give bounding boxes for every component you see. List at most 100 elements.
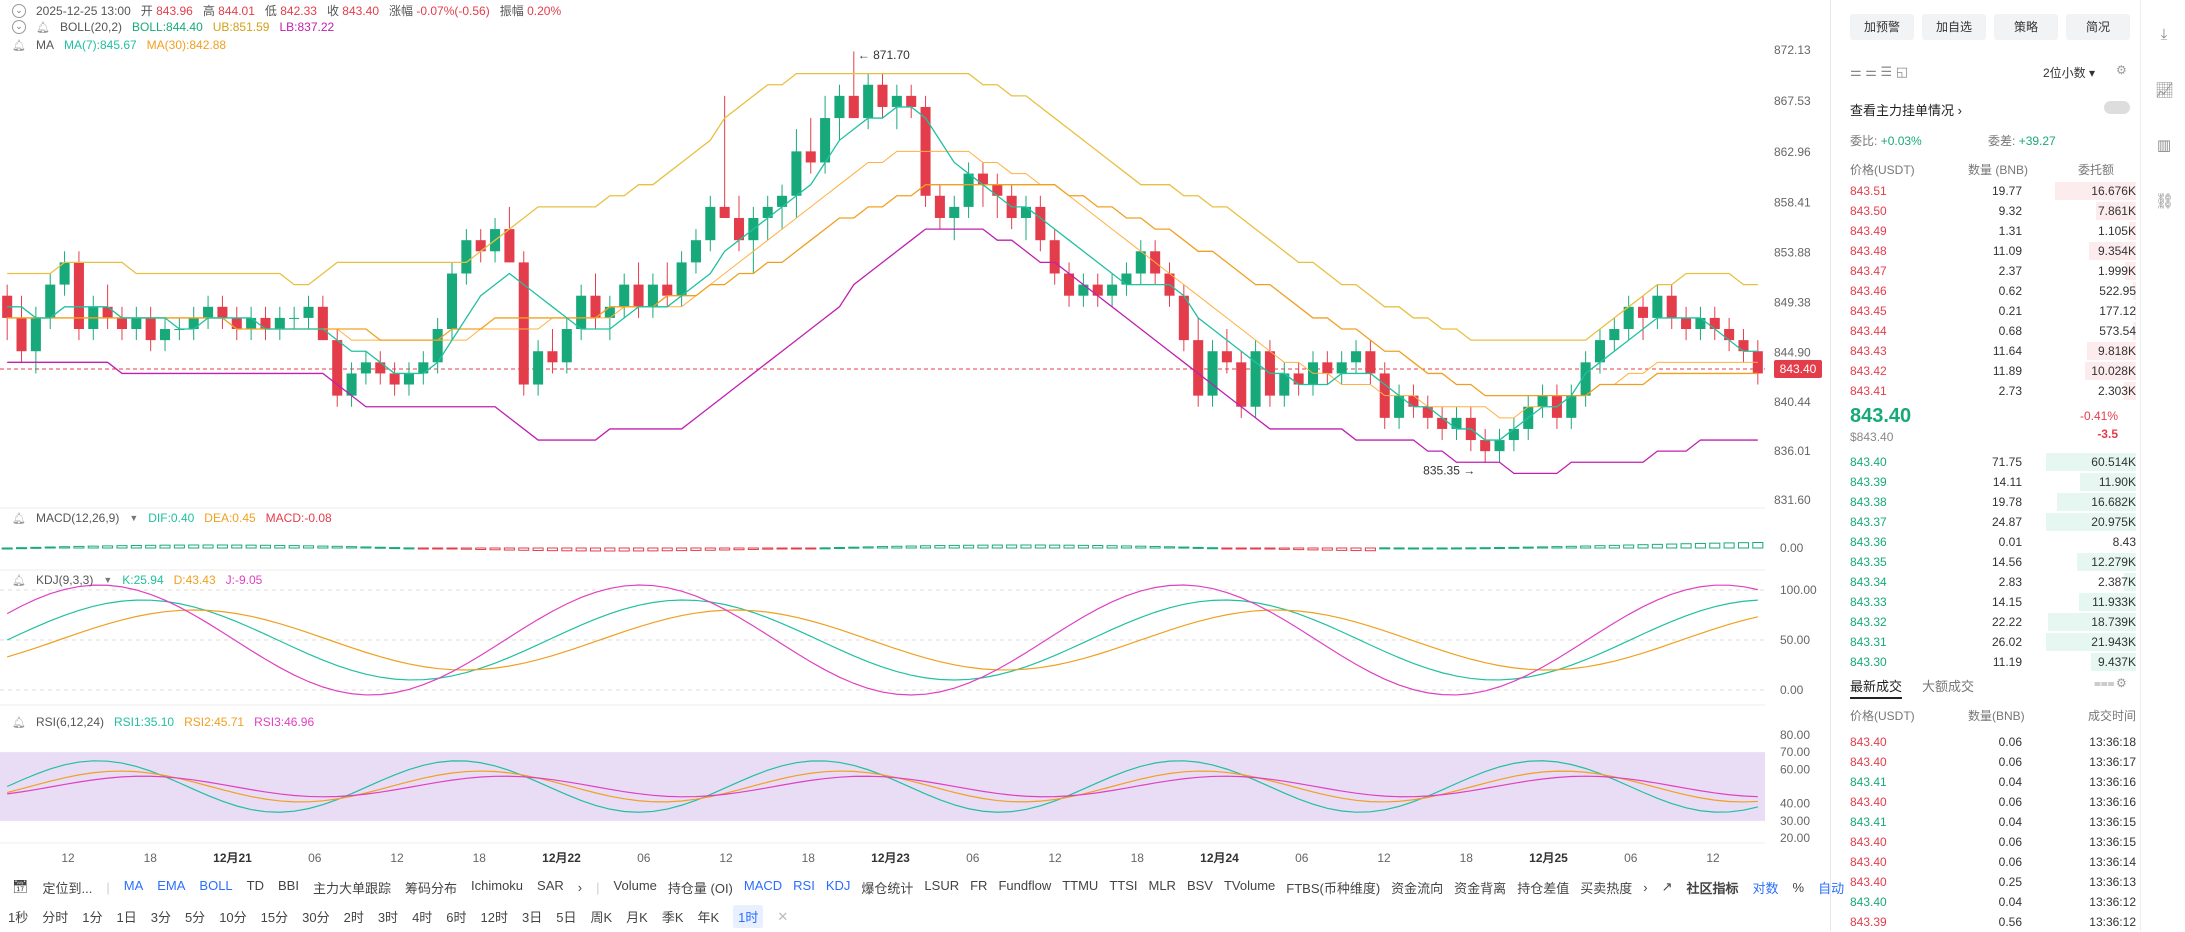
timeframe-13[interactable]: 12时 [480, 910, 508, 925]
view-mode-icons[interactable]: ⚌ ⚌ ☰ ◱ [1850, 64, 1909, 79]
indicator-4[interactable]: BBI [278, 877, 299, 893]
sub-indicator-0[interactable]: Volume [613, 877, 657, 893]
log-toggle[interactable]: 对数 [1752, 880, 1779, 896]
timeframe-10[interactable]: 3时 [377, 910, 399, 925]
timeframe-6[interactable]: 10分 [219, 910, 247, 925]
timeframe-19[interactable]: 年K [697, 910, 720, 925]
bid-row[interactable]: 843.33 14.15 11.933K [1850, 593, 2136, 611]
bell-icon[interactable]: 🔔︎ [12, 512, 26, 525]
sub-indicator-12[interactable]: BSV [1186, 877, 1213, 893]
dropdown-icon[interactable]: ▼ [129, 513, 139, 523]
indicator-3[interactable]: TD [246, 877, 265, 893]
collapse-icon[interactable]: ⌄ [12, 20, 26, 34]
indicator-5[interactable]: 主力大单跟踪 [312, 880, 391, 896]
sub-indicator-5[interactable]: 爆仓统计 [861, 880, 914, 896]
ask-row[interactable]: 843.41 2.73 2.303K [1850, 382, 2136, 400]
bid-row[interactable]: 843.34 2.83 2.387K [1850, 573, 2136, 591]
indicator-1[interactable]: EMA [157, 877, 186, 893]
chart-area[interactable]: 872.13 867.53 862.96 858.41 853.88 849.38 844.… [0, 0, 1825, 870]
chart-icon[interactable]: 📈︎ [2155, 82, 2175, 99]
ask-row[interactable]: 843.46 0.62 522.95 [1850, 282, 2136, 300]
chevron-right-icon[interactable]: › [1643, 879, 1648, 895]
ask-row[interactable]: 843.48 11.09 9.354K [1850, 242, 2136, 260]
ask-row[interactable]: 843.42 11.89 10.028K [1850, 362, 2136, 380]
sub-indicator-2[interactable]: MACD [743, 877, 783, 893]
download-icon[interactable]: ⤓ [2160, 26, 2168, 43]
timeframe-7[interactable]: 15分 [260, 910, 289, 925]
qty-column-select[interactable]: 数量 (BNB) [1968, 163, 2029, 177]
bar-chart-icon[interactable]: ▥ [2156, 137, 2172, 154]
timeframe-1[interactable]: 分时 [42, 910, 69, 925]
ask-row[interactable]: 843.47 2.37 1.999K [1850, 262, 2136, 280]
ask-row[interactable]: 843.44 0.68 573.54 [1850, 322, 2136, 340]
bell-icon[interactable]: 🔔︎ [36, 21, 50, 34]
bid-row[interactable]: 843.35 14.56 12.279K [1850, 553, 2136, 571]
tab-latest-trades[interactable]: 最新成交 [1850, 676, 1903, 699]
timeframe-18[interactable]: 季K [661, 910, 684, 925]
sub-indicator-4[interactable]: KDJ [825, 877, 851, 893]
sub-indicator-3[interactable]: RSI [793, 877, 815, 893]
sub-indicator-1[interactable]: 持仓量 (OI) [667, 880, 733, 896]
sub-indicator-9[interactable]: TTMU [1062, 877, 1099, 893]
indicator-0[interactable]: MA [123, 877, 144, 893]
timeframe-16[interactable]: 周K [590, 910, 613, 925]
bell-icon[interactable]: 🔔︎ [12, 716, 26, 729]
action-button-3[interactable]: 简况 [2066, 14, 2130, 40]
indicator-2[interactable]: BOLL [199, 877, 233, 893]
timeframe-4[interactable]: 3分 [150, 910, 171, 925]
calendar-icon[interactable]: 📅︎ [12, 879, 29, 894]
settings-icon[interactable]: ⚙ [2116, 63, 2127, 77]
sub-indicator-6[interactable]: LSUR [924, 877, 960, 893]
timeframe-11[interactable]: 4时 [412, 910, 433, 925]
bid-row[interactable]: 843.30 11.19 9.437K [1850, 653, 2136, 671]
chart-canvas[interactable]: 872.13 867.53 862.96 858.41 853.88 849.38 844.… [0, 0, 1825, 870]
timeframe-9[interactable]: 2时 [343, 910, 364, 925]
bid-row[interactable]: 843.39 14.11 11.90K [1850, 473, 2136, 491]
filter-icon[interactable]: ⩶ [2094, 676, 2115, 690]
bell-icon[interactable]: 🔔︎ [12, 574, 26, 587]
ask-row[interactable]: 843.43 11.64 9.818K [1850, 342, 2136, 360]
tab-big-trades[interactable]: 大额成交 [1922, 679, 1975, 694]
bid-row[interactable]: 843.32 22.22 18.739K [1850, 613, 2136, 631]
sub-indicator-7[interactable]: FR [970, 877, 988, 893]
total-column-select[interactable]: 委托额 [2078, 163, 2115, 177]
sub-indicator-17[interactable]: 持仓差值 [1517, 880, 1570, 896]
ask-row[interactable]: 843.50 9.32 7.861K [1850, 202, 2136, 220]
timeframe-5[interactable]: 5分 [184, 910, 206, 925]
ask-row[interactable]: 843.45 0.21 177.12 [1850, 302, 2136, 320]
timeframe-2[interactable]: 1分 [82, 910, 103, 925]
collapse-icon[interactable]: ⌄ [12, 3, 26, 18]
timeframe-8[interactable]: 30分 [302, 910, 330, 925]
action-button-0[interactable]: 加预警 [1850, 14, 1914, 40]
link-icon[interactable]: ⛓ [2155, 193, 2175, 210]
sub-indicator-16[interactable]: 资金背离 [1454, 880, 1507, 896]
sub-indicator-15[interactable]: 资金流向 [1391, 880, 1444, 896]
bid-row[interactable]: 843.36 0.01 8.43 [1850, 535, 2136, 549]
settings-icon[interactable]: ⚙ [2116, 676, 2127, 690]
timeframe-15[interactable]: 5日 [556, 910, 577, 925]
indicator-8[interactable]: SAR [537, 877, 564, 893]
bid-row[interactable]: 843.37 24.87 20.975K [1850, 513, 2136, 531]
bell-icon[interactable]: 🔔︎ [12, 39, 26, 52]
close-icon[interactable]: ✕ [777, 908, 789, 924]
sub-indicator-14[interactable]: FTBS(币种维度) [1286, 880, 1381, 896]
timeframe-20[interactable]: 1时 [733, 905, 764, 928]
community-indicators-button[interactable]: 社区指标 [1686, 880, 1739, 896]
timeframe-12[interactable]: 6时 [446, 910, 467, 925]
action-button-1[interactable]: 加自选 [1922, 14, 1986, 40]
percent-toggle[interactable]: % [1792, 879, 1805, 895]
chevron-right-icon[interactable]: › [577, 879, 583, 895]
ask-row[interactable]: 843.51 19.77 16.676K [1850, 182, 2136, 200]
timeframe-0[interactable]: 1秒 [8, 910, 29, 925]
panel-divider[interactable] [1830, 0, 1831, 931]
depth-toggle[interactable] [2104, 101, 2130, 114]
indicator-6[interactable]: 筹码分布 [405, 880, 458, 896]
timeframe-14[interactable]: 3日 [522, 910, 543, 925]
dropdown-icon[interactable]: ▼ [103, 575, 113, 585]
sub-indicator-18[interactable]: 买卖热度 [1580, 880, 1633, 896]
auto-toggle[interactable]: 自动 [1818, 880, 1845, 896]
sub-indicator-13[interactable]: TVolume [1223, 877, 1276, 893]
timeframe-17[interactable]: 月K [626, 910, 648, 925]
depth-link[interactable]: 查看主力挂单情况 › [1850, 103, 1962, 118]
bid-row[interactable]: 843.40 71.75 60.514K [1850, 453, 2136, 471]
